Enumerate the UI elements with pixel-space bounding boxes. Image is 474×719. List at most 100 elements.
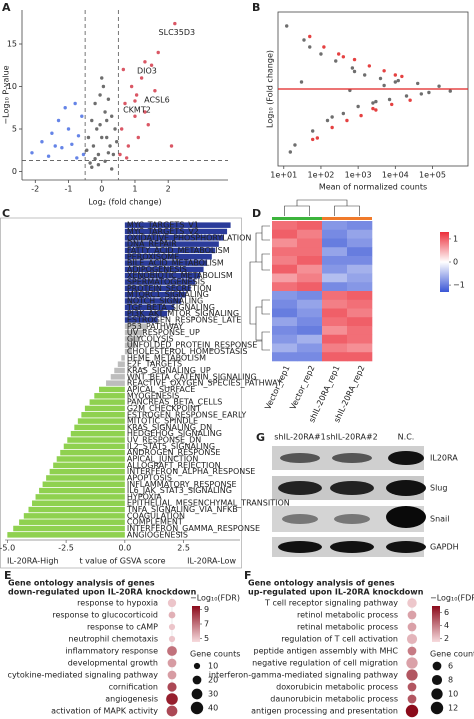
bar (56, 456, 125, 462)
bar (99, 386, 125, 393)
point (173, 21, 177, 26)
term-label: interferon-gamma-mediated signaling path… (209, 671, 399, 680)
point (419, 92, 424, 96)
term-label: cornification (109, 683, 158, 692)
point (80, 114, 84, 118)
heatmap-cell (297, 256, 323, 266)
bar-label: INFLAMMATORY_RESPONSE (127, 480, 237, 489)
point (408, 98, 412, 102)
size-key (431, 674, 443, 686)
bar (121, 355, 125, 361)
dot (407, 646, 417, 656)
bar-label: ANDROGEN_RESPONSE (127, 448, 221, 457)
bar-label: INTERFERON_GAMMA_RESPONSE (127, 524, 260, 533)
bar (124, 348, 132, 355)
heatmap-cell (297, 282, 323, 292)
point (98, 93, 102, 97)
heatmap-cell (322, 238, 348, 248)
point (378, 76, 383, 81)
point (302, 38, 306, 42)
x-tick-label: 1e+01 (270, 171, 297, 180)
bar (84, 405, 125, 412)
bar-label: BILE_ACID_METABOLISM (127, 259, 224, 268)
bar (114, 367, 125, 374)
point (105, 118, 109, 123)
panel-label: G (256, 431, 265, 444)
column-label: Vector_rep2 (288, 364, 316, 411)
point (285, 24, 289, 28)
bar-label: INTERFERON_ALPHA_RESPONSE (127, 467, 256, 476)
bar (124, 222, 231, 228)
heatmap-cell (347, 326, 373, 336)
point (400, 74, 404, 79)
panel-label: E (4, 569, 12, 582)
term-label: response to hypoxia (77, 599, 158, 608)
bar (124, 336, 139, 342)
bar-label: EPITHELIAL_MESENCHYMAL_TRANSITION (127, 499, 290, 508)
point (100, 76, 104, 80)
bar-label: E2F_TARGETS (127, 360, 182, 369)
bar-label: MITOTIC_SPINDLE (127, 417, 198, 426)
point (143, 110, 147, 114)
dot (407, 598, 417, 608)
heatmap-cell (272, 229, 298, 239)
point (322, 45, 326, 49)
heatmap-cell (347, 221, 373, 231)
colorbar-label: 4 (444, 621, 449, 630)
bar (124, 228, 228, 235)
term-label: developmental growth (68, 659, 158, 668)
heatmap-cell (347, 282, 373, 292)
point (146, 123, 150, 127)
y-tick-label: 10 (7, 82, 17, 91)
x-tick-label: 0 (99, 185, 104, 194)
legend-title: Gene counts (430, 650, 474, 659)
bar-label: P53_PATHWAY (127, 322, 183, 331)
point (341, 111, 346, 116)
point (371, 106, 375, 111)
point (356, 104, 360, 109)
bar-label: KRAS_SIGNALING_UP (127, 366, 211, 375)
bar-label: COMPLEMENT (127, 518, 183, 527)
point (374, 99, 378, 104)
bar (124, 298, 182, 304)
x-tick-label: -2 (31, 185, 39, 194)
dot (167, 670, 177, 680)
x-tick-label: 1e+05 (419, 171, 446, 180)
point (143, 60, 147, 64)
bar (124, 323, 146, 330)
heatmap-cell (272, 291, 298, 301)
y-axis-label: −Log₁₀ P-value (2, 65, 11, 124)
bar (124, 304, 175, 311)
point (118, 152, 122, 157)
point (371, 101, 375, 105)
heatmap-cell (322, 308, 348, 318)
point (111, 152, 116, 157)
heatmap-cell (297, 326, 323, 336)
point (108, 144, 112, 148)
bar-label: GLYCOLYSIS (127, 334, 174, 343)
bar (94, 393, 125, 399)
bar (67, 437, 125, 443)
heatmap-cell (322, 282, 348, 292)
bar (124, 310, 168, 317)
bar-label: UV_RESPONSE_DN (127, 436, 201, 445)
point (100, 135, 104, 140)
dot (167, 658, 177, 668)
bar (49, 468, 125, 475)
heatmap-cell (272, 247, 298, 257)
bar-label: PI3K_AKT_MTOR_SIGNALING (127, 309, 239, 318)
point (56, 118, 61, 123)
term-label: retinol metabolic process (297, 611, 398, 620)
dot (167, 598, 177, 608)
bar-label: UNFOLDED_PROTEIN_RESPONSE (127, 341, 257, 350)
bar-label: TNFA_SIGNALING_VIA_NFKB (126, 505, 238, 514)
term-label: daunorubicin metabolic process (270, 695, 398, 704)
panel-label: A (2, 1, 11, 14)
point (427, 90, 431, 95)
annotation: DIO3 (137, 66, 157, 75)
point (110, 114, 114, 118)
term-label: T cell receptor signaling pathway (264, 599, 398, 608)
y-tick-label: 5 (12, 125, 17, 134)
term-label: inflammatory response (65, 647, 158, 656)
bar-label: UV_RESPONSE_UP (127, 328, 200, 337)
